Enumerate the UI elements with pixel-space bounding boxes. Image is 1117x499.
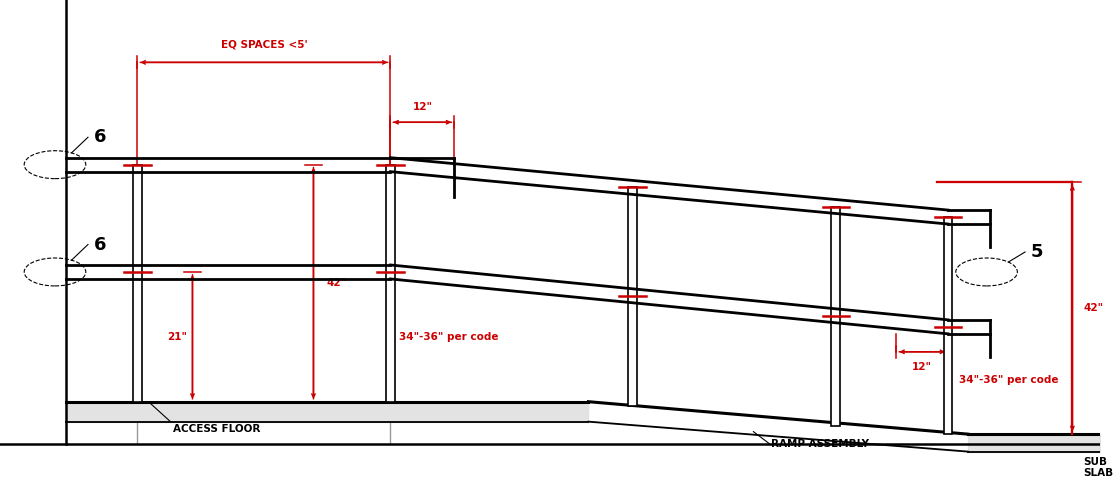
Text: EQ SPACES <5': EQ SPACES <5'	[220, 40, 307, 50]
Text: 42": 42"	[326, 278, 346, 288]
Text: 34"-36" per code: 34"-36" per code	[960, 375, 1059, 386]
Text: ACCESS FLOOR: ACCESS FLOOR	[173, 424, 260, 434]
Text: 5: 5	[1031, 243, 1043, 261]
Text: 12": 12"	[913, 362, 933, 372]
Bar	[628, 188, 637, 406]
Text: 34"-36" per code: 34"-36" per code	[399, 332, 499, 342]
Text: 6: 6	[94, 128, 106, 146]
Text: 12": 12"	[412, 102, 432, 112]
Text: 21": 21"	[166, 332, 187, 342]
Text: RAMP ASSEMBLY: RAMP ASSEMBLY	[771, 439, 869, 449]
Bar	[133, 165, 142, 402]
Bar	[386, 165, 394, 402]
Bar	[831, 207, 840, 426]
Text: 42": 42"	[1083, 303, 1104, 313]
Text: SUB
SLAB: SUB SLAB	[1083, 457, 1114, 478]
Bar	[944, 217, 953, 434]
Text: 6: 6	[94, 236, 106, 253]
